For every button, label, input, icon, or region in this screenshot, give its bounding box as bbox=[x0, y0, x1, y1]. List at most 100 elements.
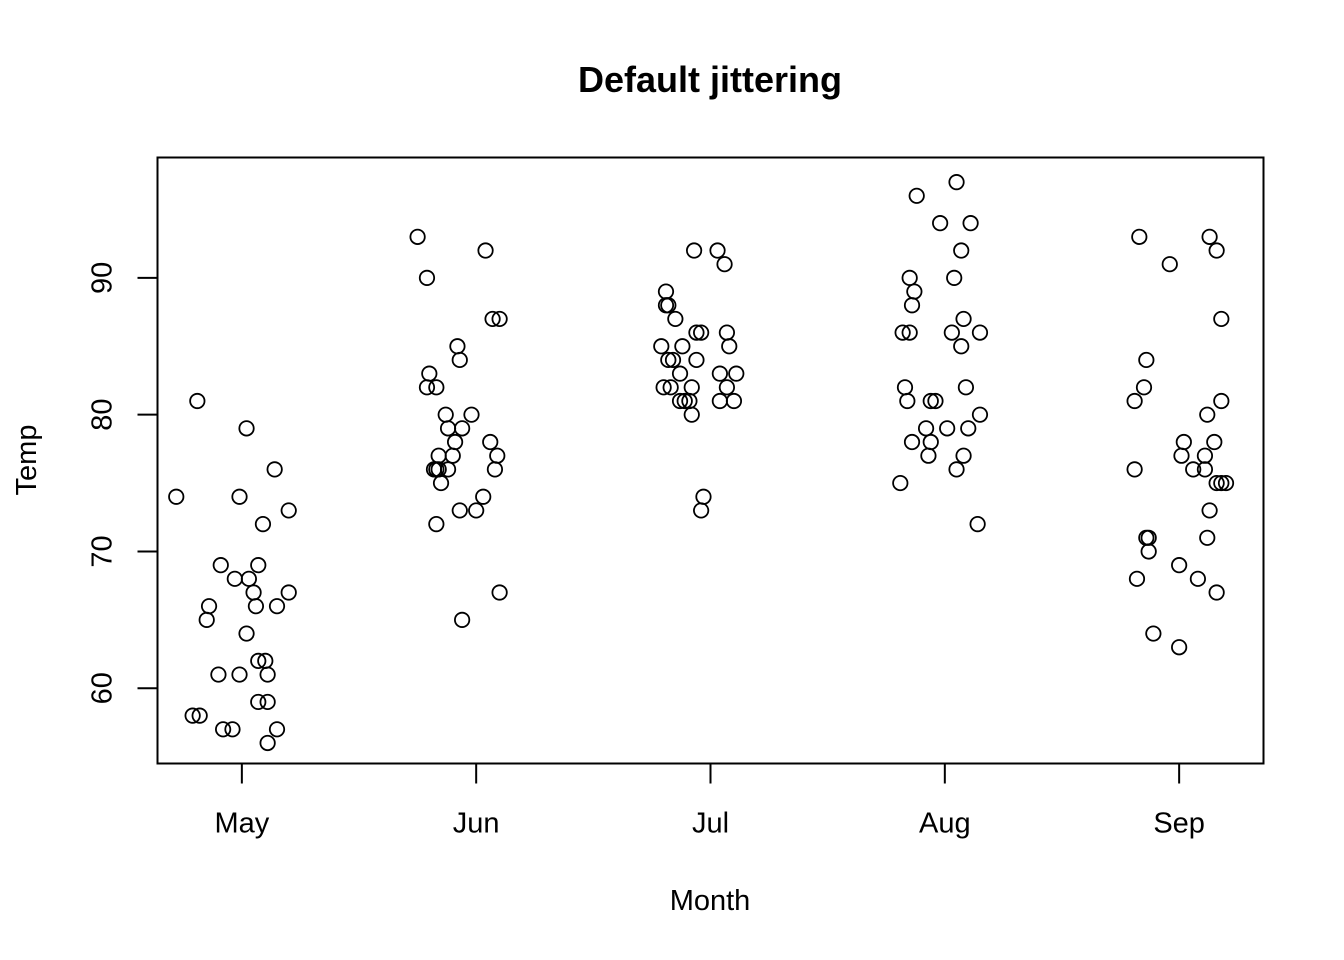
data-point-jun bbox=[418, 269, 436, 286]
data-point-aug bbox=[962, 215, 979, 232]
data-point-jul bbox=[709, 242, 726, 259]
data-point-jun bbox=[486, 461, 504, 478]
data-point-aug bbox=[899, 392, 916, 410]
data-point-may bbox=[238, 420, 255, 437]
x-tick-label: Jul bbox=[692, 808, 729, 840]
data-point-jun bbox=[428, 516, 445, 533]
data-point-sep bbox=[1208, 474, 1225, 492]
data-point-aug bbox=[908, 187, 925, 204]
data-point-may bbox=[210, 666, 227, 683]
x-tick-label: Sep bbox=[1153, 808, 1205, 840]
data-point-sep bbox=[1135, 379, 1153, 396]
y-tick-label: 80 bbox=[87, 399, 119, 431]
data-point-jun bbox=[468, 502, 485, 519]
data-point-jun bbox=[428, 379, 445, 396]
data-point-jul bbox=[685, 242, 703, 259]
data-point-jul bbox=[725, 392, 743, 410]
data-point-jun bbox=[489, 447, 506, 464]
data-point-jun bbox=[432, 474, 450, 492]
data-point-aug bbox=[892, 474, 909, 492]
data-point-jun bbox=[430, 447, 447, 464]
data-point-jun bbox=[437, 406, 454, 423]
data-point-jun bbox=[421, 365, 438, 382]
data-point-aug bbox=[969, 516, 986, 533]
y-tick-label: 70 bbox=[87, 535, 119, 567]
data-point-sep bbox=[1201, 502, 1218, 519]
data-point-jul bbox=[695, 488, 712, 505]
data-point-sep bbox=[1138, 351, 1155, 369]
data-point-jul bbox=[674, 338, 691, 355]
data-point-may bbox=[198, 611, 215, 628]
data-point-may bbox=[184, 707, 201, 724]
data-point-sep bbox=[1171, 639, 1188, 656]
data-point-jun bbox=[449, 338, 466, 355]
y-axis-label: Temp bbox=[11, 425, 43, 496]
data-point-sep bbox=[1206, 433, 1223, 451]
data-point-sep bbox=[1175, 433, 1192, 451]
data-point-sep bbox=[1173, 447, 1190, 464]
x-axis: May Jun Jul Aug Sep bbox=[214, 763, 1205, 840]
data-point-may bbox=[280, 502, 297, 519]
data-point-aug bbox=[922, 433, 939, 451]
data-point-may bbox=[259, 734, 276, 752]
data-point-jul bbox=[711, 392, 728, 410]
data-point-may bbox=[259, 693, 276, 711]
data-point-jul bbox=[660, 351, 677, 369]
data-point-jun bbox=[475, 488, 492, 505]
data-point-sep bbox=[1217, 474, 1235, 492]
data-point-aug bbox=[953, 338, 970, 355]
y-axis: 60 70 80 90 bbox=[87, 262, 158, 704]
data-point-aug bbox=[957, 379, 975, 396]
x-tick-label: Jun bbox=[453, 808, 500, 840]
data-point-sep bbox=[1131, 228, 1148, 245]
data-point-jun bbox=[454, 420, 471, 437]
data-point-jul bbox=[728, 365, 745, 382]
data-point-jun bbox=[444, 447, 461, 464]
data-point-sep bbox=[1201, 228, 1218, 245]
data-point-sep bbox=[1199, 529, 1216, 546]
data-point-aug bbox=[927, 392, 944, 410]
chart-title: Default jittering bbox=[578, 59, 842, 100]
data-point-aug bbox=[896, 379, 914, 396]
data-point-may bbox=[268, 598, 286, 615]
data-points bbox=[168, 174, 1235, 752]
data-point-aug bbox=[901, 269, 918, 286]
data-point-sep bbox=[1171, 557, 1188, 574]
data-point-jul bbox=[693, 324, 710, 341]
data-point-jul bbox=[683, 406, 700, 423]
data-point-jul bbox=[683, 379, 700, 396]
data-point-aug bbox=[939, 420, 956, 437]
data-point-sep bbox=[1128, 570, 1146, 587]
data-point-sep bbox=[1213, 474, 1230, 492]
data-point-jul bbox=[671, 365, 689, 382]
data-point-aug bbox=[971, 324, 989, 341]
data-point-sep bbox=[1196, 461, 1214, 478]
data-point-aug bbox=[903, 433, 921, 451]
data-point-jul bbox=[653, 338, 670, 355]
data-point-may bbox=[280, 584, 297, 601]
data-point-may bbox=[245, 584, 262, 601]
data-point-may bbox=[226, 570, 243, 587]
data-point-aug bbox=[932, 215, 949, 232]
data-point-jun bbox=[409, 228, 426, 245]
data-point-jul bbox=[716, 256, 733, 273]
x-tick-label: May bbox=[214, 808, 269, 840]
data-point-jul bbox=[671, 392, 689, 410]
data-point-jul bbox=[718, 324, 736, 341]
data-point-aug bbox=[955, 447, 972, 464]
data-point-jun bbox=[491, 584, 508, 601]
data-point-jun bbox=[446, 433, 464, 451]
data-point-sep bbox=[1213, 392, 1230, 410]
data-point-may bbox=[247, 598, 265, 615]
data-point-jun bbox=[454, 611, 471, 628]
data-point-aug bbox=[960, 420, 977, 437]
data-point-may bbox=[254, 516, 272, 533]
data-point-jun bbox=[463, 406, 480, 423]
data-point-jul bbox=[662, 379, 679, 396]
data-point-jul bbox=[688, 324, 705, 341]
data-point-sep bbox=[1213, 310, 1230, 328]
data-point-aug bbox=[917, 420, 935, 437]
data-point-may bbox=[200, 598, 218, 615]
data-point-aug bbox=[894, 324, 911, 341]
